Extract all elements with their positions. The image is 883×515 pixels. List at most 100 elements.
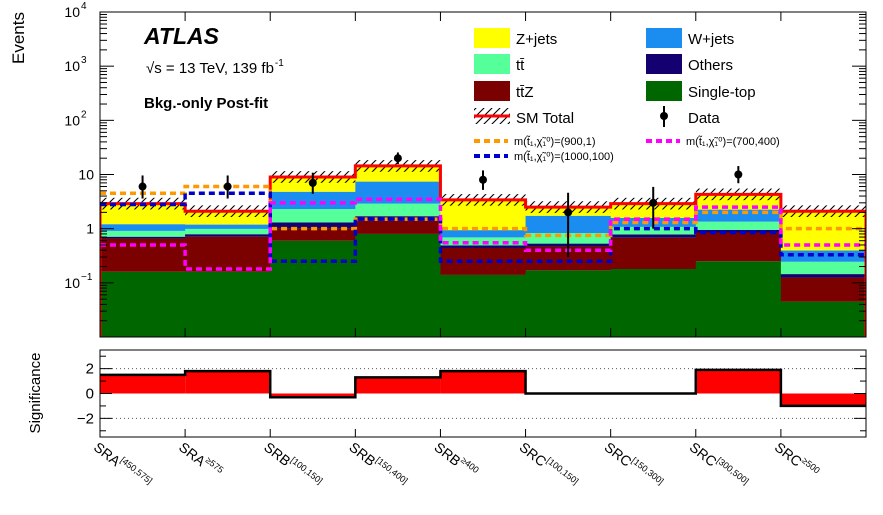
significance-bar (355, 377, 441, 394)
significance-step-line (100, 368, 866, 408)
energy-lumi-label: √s = 13 TeV, 139 fb (146, 60, 274, 77)
stack-bar (355, 220, 441, 234)
category-base: SRB (346, 439, 379, 469)
significance-axis-label: Significance (27, 353, 44, 434)
sm-total-line (100, 164, 866, 337)
legend-swatch (646, 54, 682, 74)
stack-bar (270, 191, 356, 210)
category-label: SRC≥500 (772, 437, 822, 482)
y-tick-label: 10 (64, 275, 80, 291)
legend: Z+jets W+jets tt̄ Others tt̄Z Single-top SM To… (474, 28, 780, 163)
stack-bar (100, 224, 186, 231)
stack-bar (440, 247, 526, 275)
significance-bar (695, 369, 781, 394)
category-base: SRB (261, 439, 294, 469)
data-point (734, 170, 743, 179)
stack-bar (185, 234, 271, 237)
legend-data-marker (660, 112, 668, 120)
category-base: SRB (431, 439, 464, 469)
stack-bar (185, 271, 271, 337)
category-label: SRB[100,150] (261, 437, 324, 492)
y-tick-label: 10 (64, 112, 80, 128)
stack-bar (780, 274, 866, 278)
legend-label: Others (688, 57, 733, 74)
stack-bar (780, 261, 866, 275)
category-label: SRB≥400 (431, 437, 481, 481)
stack-bar (525, 270, 612, 337)
category-base: SRC (516, 439, 549, 470)
y-tick-mantissa: 10 (78, 167, 94, 183)
fit-label: Bkg.-only Post-fit (144, 95, 268, 112)
legend-swatch (646, 28, 682, 48)
significance-pad: −2 0 2 Significance (27, 349, 867, 438)
stack-bar (695, 261, 782, 337)
category-superscript: [100,150] (545, 455, 581, 486)
y-tick-exponent: −1 (81, 272, 93, 283)
legend-swatch (474, 54, 510, 74)
stack-bar (525, 246, 612, 271)
legend-label: tt̄ (516, 57, 525, 74)
category-base: SRA (91, 439, 124, 470)
category-superscript: [450,575] (119, 455, 155, 486)
stack-bar (780, 277, 866, 302)
stack-bar (610, 269, 697, 337)
category-base: SRC (687, 439, 720, 470)
category-superscript: [150,400] (374, 455, 410, 486)
legend-label: Single-top (688, 84, 756, 101)
stack-bar (695, 229, 782, 233)
y-tick-exponent: 4 (81, 1, 87, 12)
legend-signal-label: m(t̃₁,χ̃₁⁰)=(900,1) (514, 135, 596, 148)
stack-bar (185, 236, 271, 272)
category-base: SRC (602, 439, 635, 470)
legend-label-data: Data (688, 110, 720, 127)
y-axis-label: Events (9, 12, 28, 64)
y-tick-label: 1 (86, 221, 94, 237)
stack-bar (100, 236, 186, 239)
legend-label: Z+jets (516, 31, 557, 48)
legend-label-sm-total: SM Total (516, 110, 574, 127)
category-base: SRC (772, 439, 805, 470)
atlas-label: ATLAS (143, 23, 220, 49)
stack-bar (440, 245, 526, 248)
category-label: SRA[450,575] (91, 437, 154, 492)
stack-bar (780, 301, 866, 337)
significance-tick-label: −2 (77, 410, 94, 427)
signal-line (100, 197, 866, 271)
category-base: SRA (176, 439, 209, 470)
y-tick-mantissa: 10 (64, 112, 80, 128)
category-superscript: [100,150] (289, 455, 325, 486)
stack-bar (270, 222, 356, 229)
stack-bar (610, 226, 697, 235)
data-point (649, 198, 658, 207)
stack-bar (270, 209, 356, 223)
y-tick-mantissa: 10 (64, 275, 80, 291)
stack-bar (270, 228, 356, 241)
category-label: SRC[150,300] (602, 437, 666, 493)
significance-bar (440, 371, 526, 394)
stack-bar (440, 274, 526, 337)
data-point (564, 208, 573, 217)
y-tick-label: 10 (78, 167, 94, 183)
stack-bar (695, 232, 782, 262)
main-plot-area (100, 152, 866, 337)
y-tick-label: 10 (64, 58, 80, 74)
category-label: SRC[300,500] (687, 437, 751, 493)
category-superscript: [150,300] (630, 455, 666, 486)
legend-label: tt̄Z (516, 84, 534, 101)
stack-bar (100, 230, 186, 237)
signal-line (100, 184, 866, 238)
data-point (138, 182, 147, 191)
data-point (479, 175, 487, 184)
stack-bar (355, 233, 441, 337)
category-label: SRB[150,400] (346, 437, 409, 492)
significance-bar (780, 393, 866, 406)
category-superscript: ≥575 (204, 455, 226, 475)
category-label: SRA≥575 (176, 437, 226, 481)
stack-bar (185, 224, 271, 229)
stack-bar (695, 221, 782, 230)
y-tick-mantissa: 10 (64, 4, 80, 20)
category-label: SRC[100,150] (516, 437, 580, 493)
legend-swatch (646, 81, 682, 101)
